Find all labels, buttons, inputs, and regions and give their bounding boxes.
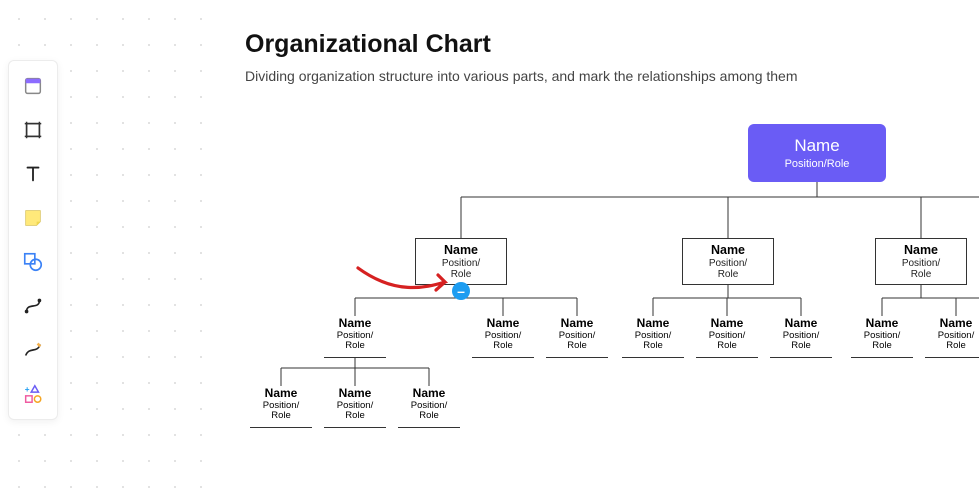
more-shapes-icon: + <box>22 383 44 405</box>
org-node[interactable]: NamePosition/Role <box>415 238 507 285</box>
node-name: Name <box>866 316 899 330</box>
node-role: Position/Role <box>938 331 974 351</box>
org-leaf-node[interactable]: NamePosition/Role <box>250 386 312 428</box>
collapse-label: – <box>457 284 465 298</box>
text-tool[interactable] <box>14 155 52 193</box>
more-shapes-tool[interactable]: + <box>14 375 52 413</box>
node-name: Name <box>711 243 745 257</box>
node-name: Name <box>794 136 839 156</box>
sticky-note-icon <box>22 207 44 229</box>
node-name: Name <box>339 316 372 330</box>
node-role: Position/Role <box>485 331 521 351</box>
template-tool[interactable] <box>14 67 52 105</box>
org-node[interactable]: NamePosition/Role <box>682 238 774 285</box>
template-icon <box>22 75 44 97</box>
org-leaf-node[interactable]: NamePosition/Role <box>472 316 534 358</box>
node-name: Name <box>637 316 670 330</box>
frame-icon <box>22 119 44 141</box>
org-leaf-node[interactable]: NamePosition/Role <box>324 386 386 428</box>
org-root-node[interactable]: Name Position/Role <box>748 124 886 182</box>
node-role: Position/Role <box>783 331 819 351</box>
org-leaf-node[interactable]: NamePosition/Role <box>925 316 979 358</box>
frame-tool[interactable] <box>14 111 52 149</box>
node-name: Name <box>940 316 973 330</box>
node-role: Position/Role <box>709 331 745 351</box>
node-name: Name <box>561 316 594 330</box>
node-role: Position/Role <box>442 258 480 280</box>
org-node[interactable]: NamePosition/Role <box>875 238 967 285</box>
collapse-button[interactable]: – <box>452 282 470 300</box>
org-chart[interactable]: Name Position/Role NamePosition/RoleName… <box>210 110 979 490</box>
node-role: Position/Role <box>785 158 850 170</box>
node-role: Position/Role <box>263 401 299 421</box>
node-name: Name <box>785 316 818 330</box>
connector-tool[interactable] <box>14 287 52 325</box>
node-role: Position/Role <box>559 331 595 351</box>
node-name: Name <box>444 243 478 257</box>
svg-text:+: + <box>25 385 30 394</box>
tool-palette: + <box>8 60 58 420</box>
connector-icon <box>22 295 44 317</box>
node-role: Position/Role <box>902 258 940 280</box>
org-leaf-node[interactable]: NamePosition/Role <box>546 316 608 358</box>
org-leaf-node[interactable]: NamePosition/Role <box>770 316 832 358</box>
shape-icon <box>22 251 44 273</box>
org-leaf-node[interactable]: NamePosition/Role <box>398 386 460 428</box>
sticky-note-tool[interactable] <box>14 199 52 237</box>
node-name: Name <box>904 243 938 257</box>
pen-tool[interactable] <box>14 331 52 369</box>
org-leaf-node[interactable]: NamePosition/Role <box>622 316 684 358</box>
page-title: Organizational Chart <box>245 30 491 59</box>
shape-tool[interactable] <box>14 243 52 281</box>
page-subtitle: Dividing organization structure into var… <box>245 68 798 84</box>
node-role: Position/Role <box>337 401 373 421</box>
org-leaf-node[interactable]: NamePosition/Role <box>696 316 758 358</box>
node-role: Position/Role <box>864 331 900 351</box>
node-name: Name <box>413 386 446 400</box>
node-role: Position/Role <box>411 401 447 421</box>
node-role: Position/Role <box>337 331 373 351</box>
node-role: Position/Role <box>709 258 747 280</box>
org-leaf-node[interactable]: NamePosition/Role <box>851 316 913 358</box>
node-name: Name <box>487 316 520 330</box>
node-name: Name <box>339 386 372 400</box>
node-name: Name <box>265 386 298 400</box>
pen-icon <box>22 339 44 361</box>
node-role: Position/Role <box>635 331 671 351</box>
org-leaf-node[interactable]: NamePosition/Role <box>324 316 386 358</box>
node-name: Name <box>711 316 744 330</box>
text-icon <box>22 163 44 185</box>
